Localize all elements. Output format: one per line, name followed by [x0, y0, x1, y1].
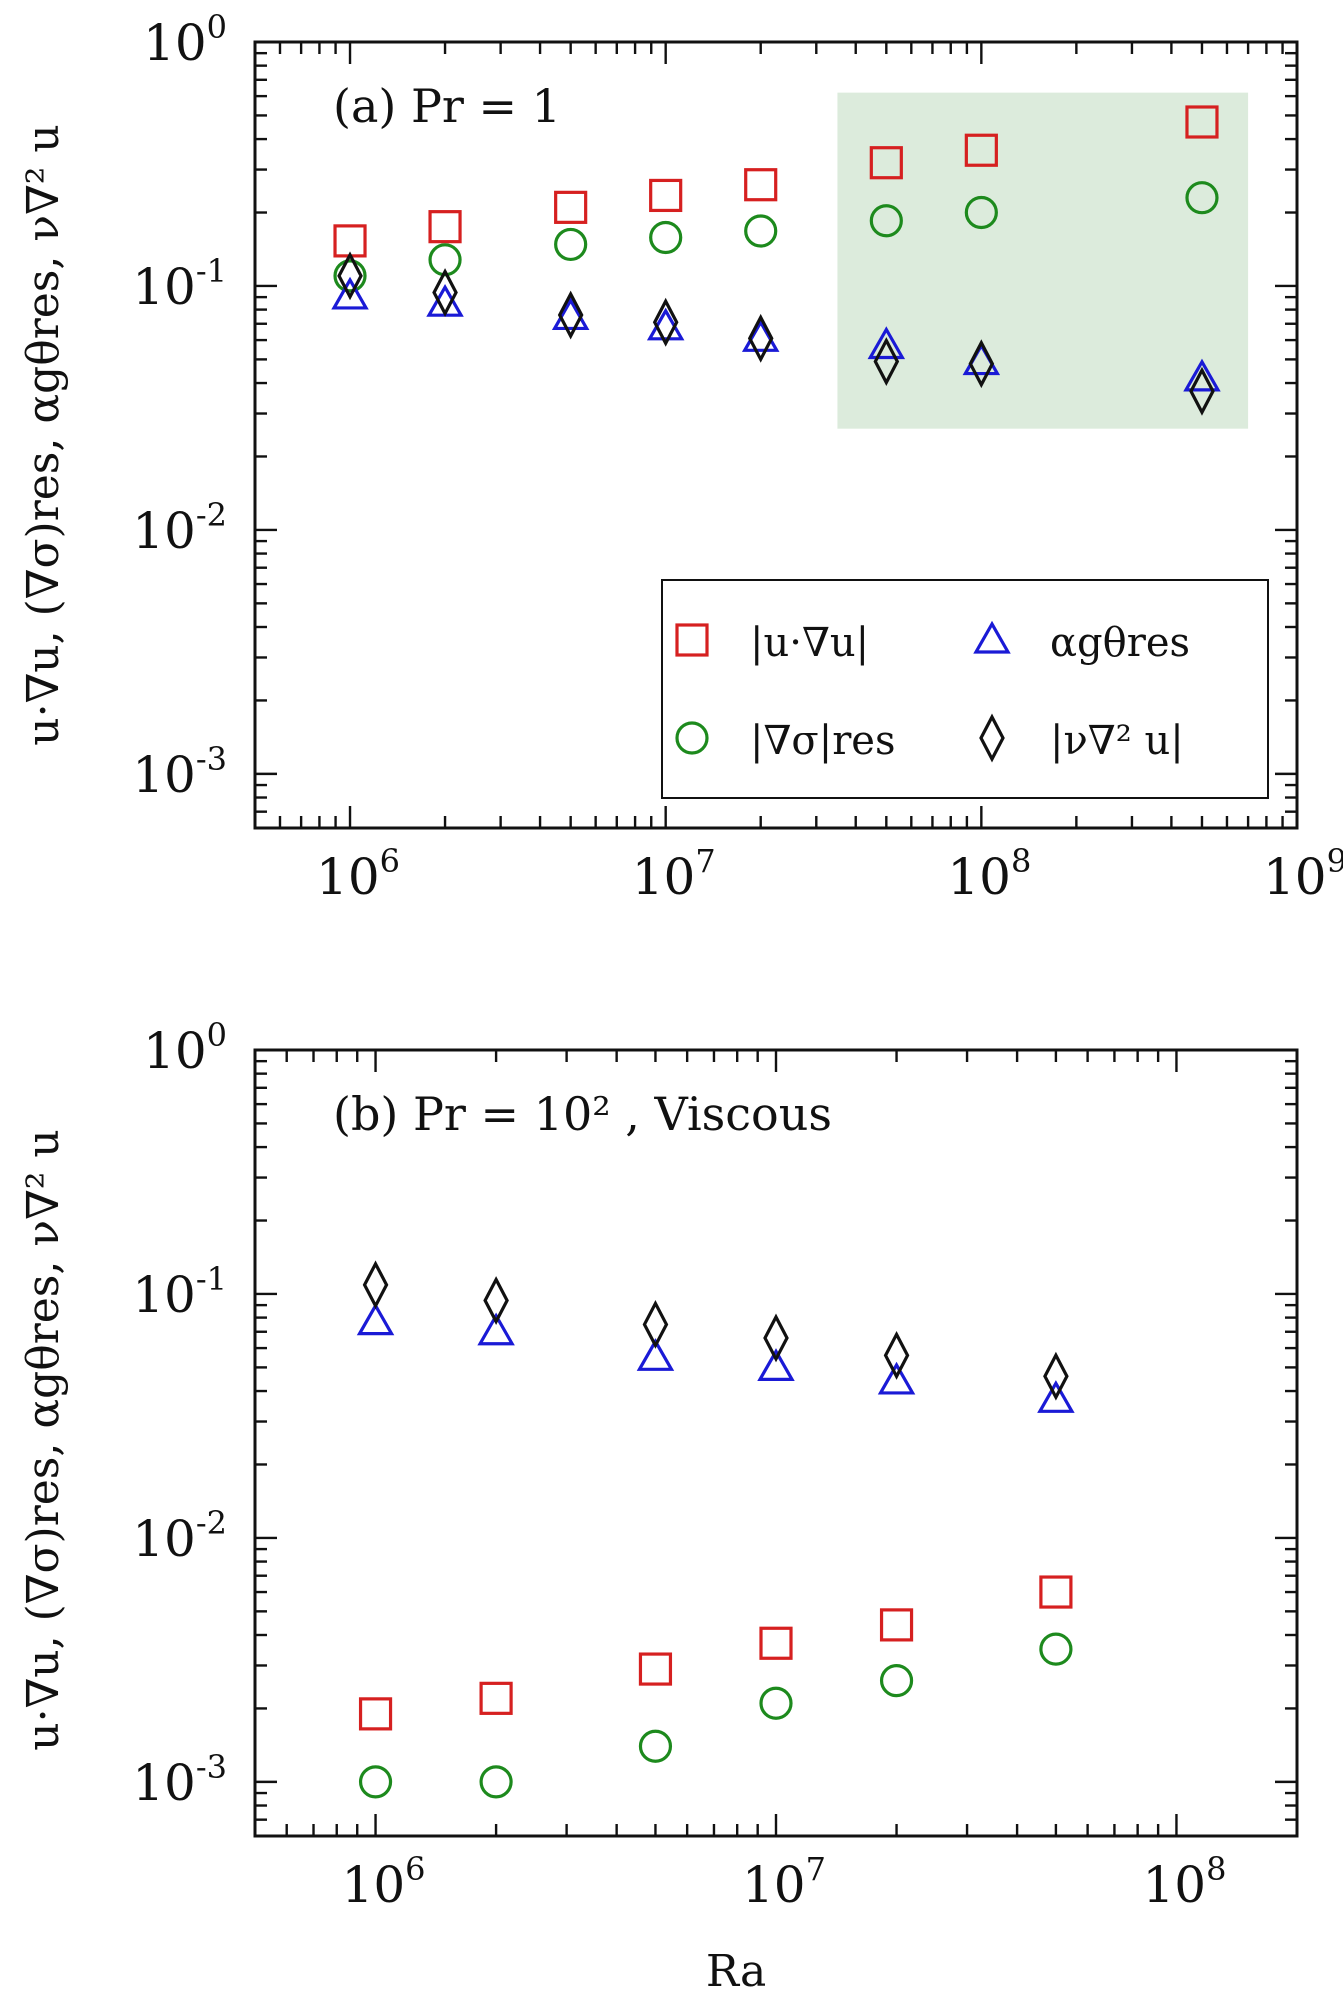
panel-label: (b) Pr = 10² , Viscous: [333, 1087, 832, 1141]
data-point-diamond: [1043, 1351, 1069, 1401]
data-point-triangle: [877, 1361, 916, 1395]
series-diamond: [337, 251, 1215, 416]
axis-ticks: [253, 1048, 1299, 1838]
legend-label: |u·∇u|: [750, 620, 869, 666]
y-tick-label: 10-3: [132, 740, 227, 804]
y-axis-label: u·∇u, (∇σ)res, αgθres, ν∇² u: [18, 124, 69, 746]
y-tick-label: 10-1: [132, 252, 227, 316]
data-point-diamond: [652, 297, 679, 347]
x-tick-label: 108: [1142, 1850, 1226, 1914]
x-tick-label: 106: [342, 1850, 426, 1914]
series-circle: [333, 181, 1219, 293]
data-point-circle: [649, 220, 683, 255]
data-point-diamond: [483, 1276, 509, 1325]
data-point-triangle: [636, 1338, 675, 1371]
data-point-square: [964, 133, 998, 167]
data-point-circle: [1185, 181, 1219, 215]
data-point-triangle: [356, 1302, 395, 1336]
y-tick-label: 10-2: [132, 1504, 227, 1568]
data-point-square: [638, 1652, 673, 1686]
data-point-square: [1185, 105, 1219, 139]
data-point-square: [479, 1681, 513, 1715]
data-point-diamond: [362, 1260, 389, 1310]
panel-label: (a) Pr = 1: [333, 79, 561, 133]
data-point-diamond: [557, 290, 584, 340]
data-point-square: [744, 168, 778, 202]
data-point-diamond: [642, 1299, 669, 1349]
legend: |u·∇u| αgθres |∇σ|res |ν∇² u|: [661, 579, 1269, 799]
data-point-triangle: [1037, 1380, 1075, 1413]
data-point-square: [554, 190, 588, 224]
y-tick-label: 10-3: [132, 1748, 227, 1812]
highlight-region: [837, 92, 1249, 429]
data-point-circle: [759, 1686, 793, 1720]
data-point-diamond: [747, 313, 774, 363]
data-point-diamond: [432, 268, 458, 317]
data-point-diamond: [873, 337, 900, 386]
legend-label: |∇σ|res: [750, 718, 896, 764]
legend-marker-triangle: [973, 620, 1011, 654]
data-point-circle: [554, 227, 588, 262]
data-point-triangle: [477, 1312, 515, 1346]
legend-marker-square: [675, 623, 709, 657]
x-tick-label: 108: [947, 842, 1031, 906]
data-point-square: [649, 178, 683, 213]
data-point-circle: [638, 1729, 673, 1763]
data-point-diamond: [1189, 366, 1215, 416]
series-circle: [358, 1632, 1073, 1799]
panel-a: 106 107 108 109 100 10-1 10-2 10-3 (a) Pr = 1 u·∇…: [18, 8, 1343, 906]
y-tick-label: 10-1: [132, 1260, 227, 1324]
series-triangle: [356, 1302, 1075, 1413]
series-diamond: [362, 1260, 1069, 1401]
series-square: [358, 1575, 1073, 1731]
legend-marker-circle: [675, 721, 709, 755]
data-point-triangle: [757, 1348, 795, 1381]
data-point-square: [869, 146, 903, 180]
y-axis-label: u·∇u, (∇σ)res, αgθres, ν∇² u: [18, 1129, 69, 1751]
x-tick-label: 106: [316, 842, 400, 906]
data-point-circle: [333, 259, 367, 293]
data-point-triangle: [741, 319, 780, 352]
legend-box: [661, 579, 1269, 799]
legend-label: αgθres: [1050, 620, 1190, 666]
data-point-square: [879, 1608, 914, 1642]
y-tick-label: 100: [143, 1016, 227, 1080]
plot-frame: [253, 40, 1299, 830]
data-point-diamond: [968, 339, 995, 389]
data-point-circle: [869, 204, 903, 238]
data-point-triangle: [867, 326, 906, 360]
data-point-square: [428, 210, 462, 244]
data-point-diamond: [337, 251, 363, 301]
data-point-circle: [1039, 1632, 1073, 1666]
panel-b: 106 107 108 100 10-1 10-2 10-3 (b) Pr = 10² , V…: [18, 1016, 1299, 1997]
x-tick-label: 107: [742, 1850, 826, 1914]
legend-label: |ν∇² u|: [1050, 718, 1184, 764]
data-point-diamond: [763, 1313, 789, 1363]
data-point-square: [358, 1697, 393, 1731]
data-point-square: [759, 1626, 793, 1660]
data-point-square: [1039, 1575, 1073, 1609]
legend-marker-diamond: [979, 713, 1005, 763]
data-point-triangle: [331, 276, 369, 310]
data-point-circle: [358, 1765, 393, 1799]
x-tick-label: 107: [632, 842, 716, 906]
x-tick-label: 109: [1263, 842, 1343, 906]
data-point-circle: [964, 195, 998, 230]
x-axis-label: Ra: [706, 1946, 766, 1997]
data-point-circle: [479, 1765, 513, 1799]
y-tick-label: 10-2: [132, 496, 227, 560]
data-point-triangle: [551, 297, 590, 331]
data-point-circle: [879, 1664, 914, 1698]
data-point-circle: [744, 214, 778, 248]
data-point-triangle: [1183, 358, 1221, 392]
y-tick-label: 100: [143, 8, 227, 72]
data-point-diamond: [883, 1330, 910, 1380]
plot-frame: [253, 1048, 1299, 1838]
